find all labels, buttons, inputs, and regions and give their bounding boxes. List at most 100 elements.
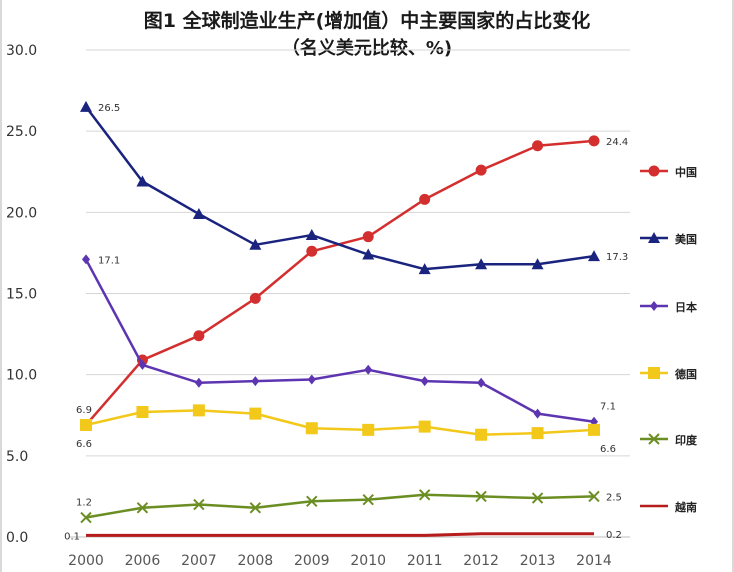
x-tick-label: 2010 xyxy=(350,553,386,569)
data-point xyxy=(648,165,660,177)
data-label: 6.6 xyxy=(76,439,92,450)
x-tick-label: 2007 xyxy=(181,553,217,569)
legend-item: 越南 xyxy=(640,500,697,514)
data-point xyxy=(306,245,318,257)
series-line xyxy=(86,532,594,537)
data-point xyxy=(362,248,375,260)
data-point xyxy=(531,427,544,440)
data-label: 26.5 xyxy=(98,103,120,114)
grid xyxy=(86,49,630,538)
data-point xyxy=(648,367,660,379)
data-label: 6.9 xyxy=(76,405,92,416)
data-point xyxy=(588,250,600,262)
data-label: 2.5 xyxy=(606,492,622,503)
y-tick-label: 30.0 xyxy=(6,43,37,59)
legend-label: 德国 xyxy=(674,367,697,381)
legend-label: 印度 xyxy=(675,433,698,447)
data-point xyxy=(193,498,205,511)
legend-item: 印度 xyxy=(640,433,698,447)
legend-label: 越南 xyxy=(674,500,697,514)
series-日本 xyxy=(82,254,598,427)
y-tick-label: 10.0 xyxy=(6,368,37,384)
x-tick-label: 2000 xyxy=(68,553,104,569)
data-point xyxy=(531,492,544,504)
data-point xyxy=(477,377,486,388)
data-point xyxy=(475,164,487,176)
legend-item: 中国 xyxy=(640,165,697,179)
data-point xyxy=(249,502,262,514)
series-line xyxy=(85,493,595,519)
data-label: 7.1 xyxy=(600,402,616,413)
data-point xyxy=(650,301,658,311)
series-line xyxy=(85,409,595,436)
data-label: 0.2 xyxy=(606,530,622,541)
data-label: 17.1 xyxy=(98,255,120,266)
data-point xyxy=(82,254,90,265)
data-point xyxy=(80,418,92,431)
data-point xyxy=(192,207,205,219)
x-tick-label: 2011 xyxy=(407,553,443,569)
data-point xyxy=(475,428,488,441)
x-tick-label: 2006 xyxy=(125,553,161,569)
data-point xyxy=(305,229,318,241)
data-point xyxy=(648,232,660,243)
series-line xyxy=(85,139,595,426)
data-point xyxy=(306,495,318,507)
data-point xyxy=(307,374,316,385)
data-point xyxy=(136,502,149,514)
x-tick-label: 2012 xyxy=(463,553,499,569)
y-tick-label: 20.0 xyxy=(6,205,37,221)
legend-label: 中国 xyxy=(675,165,697,179)
right-border xyxy=(732,0,734,572)
series-印度 xyxy=(80,489,600,524)
data-point xyxy=(533,408,542,419)
data-point xyxy=(136,406,149,419)
legend-label: 美国 xyxy=(675,232,697,246)
series-line xyxy=(84,258,595,423)
chart-subtitle: （名义美元比较、%) xyxy=(281,38,453,59)
series-德国 xyxy=(80,404,600,441)
y-tick-label: 25.0 xyxy=(6,124,37,140)
data-point xyxy=(418,420,431,433)
axes: 0.0 5.0 10.0 15.0 20.0 25.0 30.0 2000 2006 2007 20… xyxy=(6,43,630,569)
series-line xyxy=(85,106,595,271)
data-point xyxy=(588,135,600,147)
x-tick-label: 2013 xyxy=(520,553,556,569)
legend-item: 德国 xyxy=(640,367,697,381)
data-point xyxy=(80,100,92,112)
left-border xyxy=(0,0,2,572)
data-point xyxy=(420,376,429,387)
y-tick-label: 0.0 xyxy=(6,530,28,546)
series-美国 xyxy=(80,100,600,275)
legend-label: 日本 xyxy=(675,300,697,314)
data-point xyxy=(249,238,262,250)
data-point xyxy=(588,490,600,503)
data-point xyxy=(419,193,431,205)
data-point xyxy=(475,490,487,503)
data-label: 0.1 xyxy=(64,531,80,542)
data-point xyxy=(475,258,488,270)
data-point xyxy=(648,433,660,445)
data-point xyxy=(136,175,149,187)
data-label: 24.4 xyxy=(606,137,628,148)
legend-item: 日本 xyxy=(640,300,697,314)
data-point xyxy=(192,404,205,417)
data-label: 1.2 xyxy=(76,498,92,509)
data-point xyxy=(531,258,544,270)
data-point xyxy=(138,359,147,370)
chart-title: 图1 全球制造业生产(增加值）中主要国家的占比变化 xyxy=(143,10,591,32)
series-中国 xyxy=(80,135,600,431)
data-labels: 24.4 26.5 17.3 17.1 7.1 6.9 6.6 6.6 1.2 2.5 0.1 0.2 xyxy=(64,103,628,543)
x-tick-label: 2014 xyxy=(576,553,612,569)
x-tick-label: 2009 xyxy=(294,553,330,569)
series-越南 xyxy=(86,532,594,537)
data-point xyxy=(362,493,374,506)
data-point xyxy=(249,407,262,420)
y-tick-label: 5.0 xyxy=(6,449,28,465)
data-point xyxy=(588,423,600,436)
data-point xyxy=(305,422,318,435)
data-point xyxy=(80,511,92,524)
data-point xyxy=(249,292,261,304)
